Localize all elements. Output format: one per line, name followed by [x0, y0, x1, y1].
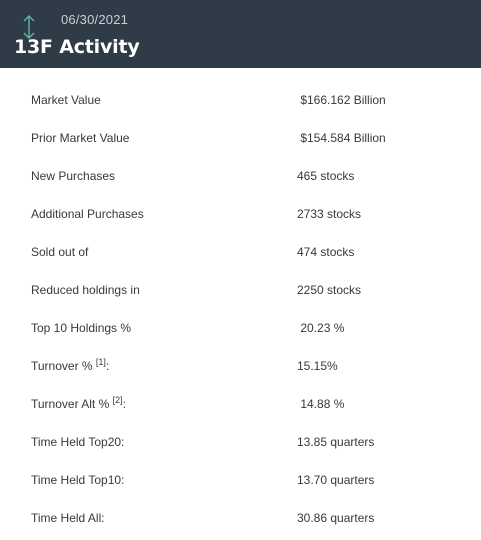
row-time-held-top20: Time Held Top20: 13.85 quarters [0, 423, 481, 461]
header-bar: 06/30/2021 13F Activity [0, 0, 481, 68]
row-value: 15.15% [297, 359, 338, 373]
row-sold-out: Sold out of 474 stocks [0, 233, 481, 271]
row-label: Reduced holdings in [31, 283, 140, 297]
row-turnover-alt: Turnover Alt % [2]: 14.88 % [0, 385, 481, 423]
report-date: 06/30/2021 [61, 12, 129, 27]
row-label-suffix: : [105, 359, 110, 373]
row-label: Time Held Top20: [31, 435, 125, 449]
row-label: Time Held Top10: [31, 473, 125, 487]
row-label: Prior Market Value [31, 131, 130, 145]
footnote-2-link[interactable]: [2] [112, 395, 123, 405]
row-reduced-holdings: Reduced holdings in 2250 stocks [0, 271, 481, 309]
row-value: 474 stocks [297, 245, 355, 259]
row-top10-holdings: Top 10 Holdings % 20.23 % [0, 309, 481, 347]
row-prior-market-value: Prior Market Value $154.584 Billion [0, 119, 481, 157]
row-label: Turnover Alt % [2]: [31, 395, 126, 412]
row-value: 13.85 quarters [297, 435, 375, 449]
page-title: 13F Activity [14, 36, 140, 58]
row-value: 13.70 quarters [297, 473, 375, 487]
row-value: 30.86 quarters [297, 511, 375, 525]
activity-table: Market Value $166.162 Billion Prior Mark… [0, 81, 481, 537]
row-value: 2733 stocks [297, 207, 362, 221]
row-label-text: Turnover % [31, 359, 93, 373]
row-additional-purchases: Additional Purchases 2733 stocks [0, 195, 481, 233]
row-turnover: Turnover % [1]: 15.15% [0, 347, 481, 385]
row-label: Sold out of [31, 245, 89, 259]
row-label: Market Value [31, 93, 101, 107]
row-label: Time Held All: [31, 511, 105, 525]
row-value: 465 stocks [297, 169, 355, 183]
row-value: 20.23 % [297, 321, 345, 335]
row-market-value: Market Value $166.162 Billion [0, 81, 481, 119]
row-value: $166.162 Billion [297, 93, 386, 107]
row-label: New Purchases [31, 169, 116, 183]
row-label: Top 10 Holdings % [31, 321, 132, 335]
row-time-held-top10: Time Held Top10: 13.70 quarters [0, 461, 481, 499]
footnote-1-link[interactable]: [1] [95, 357, 106, 367]
row-value: 14.88 % [297, 397, 345, 411]
row-new-purchases: New Purchases 465 stocks [0, 157, 481, 195]
row-label-text: Turnover Alt % [31, 397, 110, 411]
row-label: Additional Purchases [31, 207, 144, 221]
row-value: 2250 stocks [297, 283, 362, 297]
row-label-suffix: : [122, 397, 126, 411]
row-value: $154.584 Billion [297, 131, 386, 145]
vertical-arrows-icon [23, 15, 35, 39]
row-time-held-all: Time Held All: 30.86 quarters [0, 499, 481, 537]
row-label: Turnover % [1]: [31, 357, 110, 374]
